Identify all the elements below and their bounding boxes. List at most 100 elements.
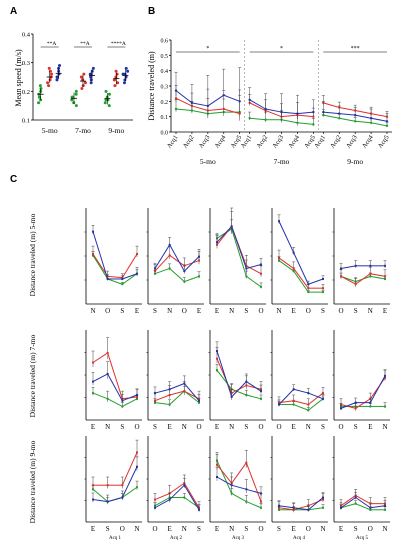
- panel-b-y-tick-label: 0.5: [161, 54, 169, 60]
- panel-c-point-blue: [322, 397, 324, 400]
- panel-letter-b: B: [148, 6, 155, 17]
- panel-c-x-tick-label: O: [338, 423, 343, 431]
- panel-b-point-green: [353, 120, 357, 123]
- panel-b-line-blue: [339, 113, 356, 116]
- panel-c-x-tick-label: N: [182, 525, 187, 533]
- panel-c-line-green: [122, 398, 138, 407]
- panel-b-line-red: [297, 114, 314, 118]
- panel-c-x-tick-label: S: [153, 423, 157, 431]
- panel-c-line-red: [121, 253, 138, 278]
- panel-c-point-blue: [322, 496, 324, 499]
- panel-c-line-blue: [92, 231, 109, 280]
- panel-c-line-red: [308, 499, 324, 507]
- panel-b-y-tick-label: 0.6: [161, 39, 169, 45]
- panel-c-point-red: [322, 498, 324, 501]
- panel-b-sig-label: ***: [351, 46, 360, 52]
- panel-c-line-blue: [278, 505, 294, 509]
- panel-a-dot-red: [47, 66, 51, 70]
- panel-a-sig-label: **A: [47, 41, 57, 47]
- panel-c-point-red: [136, 253, 138, 255]
- panel-c-point-green: [384, 508, 386, 511]
- panel-a-x-tick-label: 5-mo: [42, 126, 58, 135]
- panel-a-dot-blue: [124, 66, 128, 70]
- panel-a-dot-red: [116, 81, 120, 85]
- panel-c-line-green: [169, 390, 185, 405]
- panel-c-point-green: [260, 397, 262, 400]
- panel-b-line-green: [191, 110, 208, 115]
- panel-c-point-blue: [384, 504, 386, 507]
- panel-c-x-tick-label: O: [105, 307, 110, 315]
- panel-c-line-blue: [355, 497, 371, 509]
- acq-label-1: Acq 1: [109, 536, 122, 541]
- panel-c-point-blue: [198, 399, 200, 402]
- panel-c-x-tick-label: S: [321, 423, 325, 431]
- panel-c-x-tick-label: N: [276, 307, 281, 315]
- panel-b-x-tick-label: Acq2: [255, 134, 269, 150]
- panel-c-line-red: [121, 452, 138, 486]
- panel-c-line-red: [370, 273, 386, 277]
- panel-c-x-tick-label: S: [197, 525, 201, 533]
- panel-c-line-blue: [308, 278, 324, 285]
- panel-b-line-blue: [265, 108, 282, 113]
- panel-c-line-red: [246, 265, 262, 275]
- panel-c-x-tick-label: N: [134, 525, 139, 533]
- panel-a-dot-red: [46, 81, 50, 85]
- panel-a-dot-red: [80, 86, 84, 90]
- panel-c-x-tick-label: E: [292, 423, 296, 431]
- panel-c-x-tick-label: O: [276, 423, 281, 431]
- panel-c-x-tick-label: S: [106, 525, 110, 533]
- panel-c-x-tick-label: O: [134, 423, 139, 431]
- panel-c-line-blue: [216, 226, 233, 243]
- panel-c-line-red: [216, 464, 233, 484]
- panel-c-line-blue: [293, 388, 309, 394]
- panel-c-line-red: [169, 390, 185, 396]
- panel-a-dot-blue: [89, 75, 93, 79]
- panel-c-point-blue: [198, 508, 200, 511]
- panel-b-line-red: [175, 97, 193, 107]
- panel-b-x-tick-label: Acq3: [271, 134, 285, 150]
- panel-c-line-red: [355, 273, 371, 285]
- panel-c-point-blue: [260, 492, 262, 495]
- panel-c-point-green: [260, 506, 262, 509]
- panel-c-x-tick-label: S: [120, 307, 124, 315]
- panel-b-line-blue: [355, 114, 372, 119]
- panel-c-line-blue: [293, 252, 309, 285]
- panel-b-line-red: [191, 105, 208, 112]
- panel-b-line-blue: [323, 111, 340, 115]
- panel-c-line-blue: [154, 499, 170, 509]
- panel-b-x-tick-label: Acq5: [377, 134, 391, 150]
- panel-a-dot-green: [74, 104, 78, 108]
- panel-a-y-tick-label: 0.3: [22, 60, 30, 67]
- panel-c-line-red: [154, 394, 170, 402]
- panel-b-point-blue: [385, 120, 389, 123]
- panel-c-line-blue: [169, 383, 185, 390]
- panel-b-y-axis-label: Distance traveled (m): [147, 51, 156, 121]
- panel-a-dot-green: [37, 101, 41, 105]
- panel-b-line-red: [323, 102, 340, 108]
- panel-c-line-green: [340, 503, 356, 509]
- panel-c-line-red: [216, 358, 233, 394]
- panel-a-dot-green: [104, 89, 108, 93]
- panel-c-point-green: [260, 285, 262, 288]
- panel-b-line-red: [223, 108, 240, 115]
- panel-c-line-red: [293, 400, 309, 406]
- panel-c-line-green: [231, 492, 247, 503]
- panel-b-line-green: [339, 117, 356, 122]
- panel-b-line-blue: [191, 102, 208, 107]
- panel-c-line-green: [184, 390, 200, 404]
- panel-c-point-green: [322, 506, 324, 509]
- panel-c-line-green: [278, 260, 294, 272]
- panel-b-line-red: [281, 114, 298, 118]
- panel-c-x-tick-label: O: [196, 423, 201, 431]
- panel-c-line-green: [154, 497, 170, 507]
- panel-c-line-blue: [92, 373, 108, 383]
- panel-c-x-tick-label: N: [229, 423, 234, 431]
- panel-c-line-blue: [216, 476, 232, 486]
- panel-c-x-tick-label: O: [338, 307, 343, 315]
- panel-c-line-green: [308, 398, 324, 411]
- panel-b-line-blue: [249, 99, 266, 110]
- panel-b-line-blue: [297, 111, 314, 115]
- panel-c-x-tick-label: E: [383, 307, 387, 315]
